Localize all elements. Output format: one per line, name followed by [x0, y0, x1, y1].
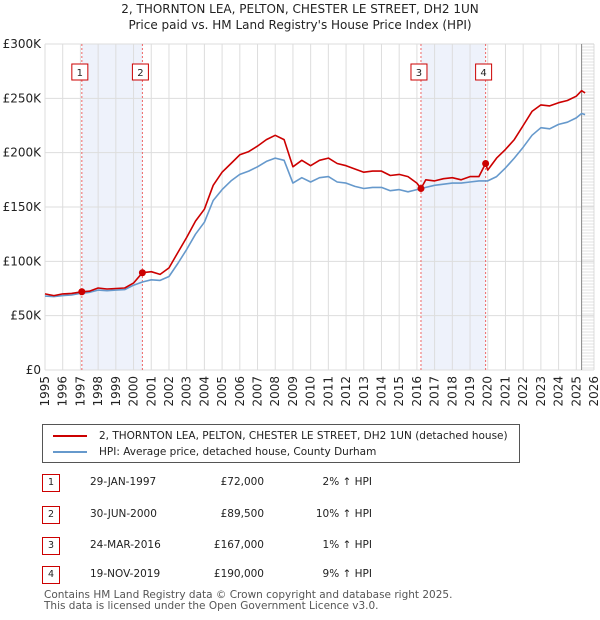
x-tick-label: 2003: [180, 376, 194, 407]
footer-licence: This data is licensed under the Open Gov…: [44, 600, 379, 612]
sale-badge-box: [410, 63, 428, 81]
footer-attribution: Contains HM Land Registry data © Crown c…: [44, 590, 452, 612]
x-tick-label: 2009: [286, 376, 300, 407]
x-tick-label: 2006: [233, 376, 247, 407]
x-tick-label: 2021: [498, 376, 512, 407]
forecast-hatch: [581, 43, 594, 370]
x-tick-label: 2023: [534, 376, 548, 407]
sale-badge-marker: 2: [131, 63, 149, 81]
sale-price: £190,000: [213, 568, 264, 580]
y-tick-label: £300K: [3, 37, 43, 51]
y-tick-label: £200K: [3, 146, 43, 160]
sale-badges: 1 2 3 4: [71, 63, 493, 81]
sale-price: £167,000: [213, 539, 264, 551]
chart-subtitle: Price paid vs. HM Land Registry's House …: [128, 18, 472, 32]
y-tick-label: £150K: [3, 200, 43, 214]
grid-lines: [44, 43, 595, 371]
sale-point: [482, 160, 490, 168]
x-tick-label: 2019: [463, 376, 477, 407]
sale-badge-marker: 3: [410, 63, 428, 81]
sale-point: [417, 185, 425, 193]
x-tick-label: 2008: [268, 376, 282, 407]
sale-point: [138, 269, 146, 277]
legend-label-property: 2, THORNTON LEA, PELTON, CHESTER LE STRE…: [99, 430, 508, 442]
legend-swatch-property: [53, 435, 87, 437]
sale-badge-marker: 4: [475, 63, 493, 81]
sale-badge-label: 4: [480, 68, 486, 79]
y-tick-label: £50K: [10, 309, 42, 323]
x-tick-label: 1999: [109, 376, 123, 407]
y-tick-labels: £0 £50K £100K £150K £200K £250K £300K: [3, 37, 43, 377]
x-tick-label: 2007: [251, 376, 265, 407]
sale-price: £89,500: [220, 508, 264, 520]
sale-hpi-change: 10% ↑ HPI: [315, 508, 372, 520]
x-tick-label: 1998: [91, 376, 105, 407]
x-tick-label: 2011: [321, 376, 335, 407]
legend-item-property: 2, THORNTON LEA, PELTON, CHESTER LE STRE…: [53, 428, 508, 444]
sale-badge-box: [131, 63, 149, 81]
x-tick-label: 2005: [215, 376, 229, 407]
sale-badge-box: [71, 63, 89, 81]
legend-item-hpi: HPI: Average price, detached house, Coun…: [53, 444, 376, 460]
sale-badge-label: 1: [77, 68, 83, 79]
x-tick-label: 2018: [445, 376, 459, 407]
x-tick-label: 2013: [357, 376, 371, 407]
x-tick-label: 2014: [374, 376, 388, 407]
series-lines: [44, 89, 586, 298]
x-tick-label: 2017: [428, 376, 442, 407]
sale-point: [78, 288, 86, 296]
sale-number-badge: 1: [42, 474, 60, 492]
x-tick-label: 2015: [392, 376, 406, 407]
property-series-line: [44, 89, 586, 297]
x-tick-label: 2016: [410, 376, 424, 407]
x-tick-label: 1995: [38, 376, 52, 407]
x-tick-label: 2012: [339, 376, 353, 407]
sale-date: 29-JAN-1997: [90, 476, 157, 488]
sale-date: 24-MAR-2016: [90, 539, 161, 551]
sale-price: £72,000: [220, 476, 264, 488]
legend-label-hpi: HPI: Average price, detached house, Coun…: [99, 446, 377, 458]
sale-badge-box: [475, 63, 493, 81]
x-tick-label: 2022: [516, 376, 530, 407]
x-tick-label: 2026: [587, 376, 600, 407]
x-tick-label: 2001: [144, 376, 158, 407]
x-tick-label: 2020: [481, 376, 495, 407]
sale-number-badge: 2: [42, 506, 60, 524]
sale-number-badge: 4: [42, 566, 60, 584]
footer-copyright: Contains HM Land Registry data © Crown c…: [44, 589, 453, 601]
x-tick-labels: 1995 1996 1997 1998 1999 2000 2001 2002 2003 2004…: [38, 376, 600, 407]
x-tick-label: 2024: [552, 376, 566, 407]
x-tick-label: 2004: [197, 376, 211, 407]
y-tick-label: £250K: [3, 91, 43, 105]
hpi-series-line: [44, 112, 586, 298]
sale-badge-label: 2: [137, 68, 143, 79]
sale-hpi-change: 2% ↑ HPI: [322, 476, 372, 488]
x-tick-label: 2010: [304, 376, 318, 407]
sale-hpi-change: 9% ↑ HPI: [322, 568, 372, 580]
sale-date: 19-NOV-2019: [90, 568, 161, 580]
sale-date: 30-JUN-2000: [90, 508, 157, 520]
sale-points: [78, 160, 490, 296]
x-tick-label: 1996: [56, 376, 70, 407]
y-tick-label: £0: [26, 363, 41, 377]
y-tick-label: £100K: [3, 254, 43, 268]
sale-number-badge: 3: [42, 537, 60, 555]
x-tick-label: 2025: [569, 376, 583, 407]
sale-badge-marker: 1: [71, 63, 89, 81]
price-chart: 1 2 3 4 £0 £50K £100K £150K £200K £250K £300K 199…: [3, 37, 600, 407]
x-tick-label: 1997: [73, 376, 87, 407]
x-tick-label: 2000: [127, 376, 141, 407]
chart-title: 2, THORNTON LEA, PELTON, CHESTER LE STRE…: [121, 2, 479, 16]
x-tick-label: 2002: [162, 376, 176, 407]
legend-swatch-hpi: [53, 451, 87, 453]
sale-badge-label: 3: [416, 68, 422, 79]
legend: 2, THORNTON LEA, PELTON, CHESTER LE STRE…: [42, 424, 520, 463]
sale-hpi-change: 1% ↑ HPI: [322, 539, 372, 551]
